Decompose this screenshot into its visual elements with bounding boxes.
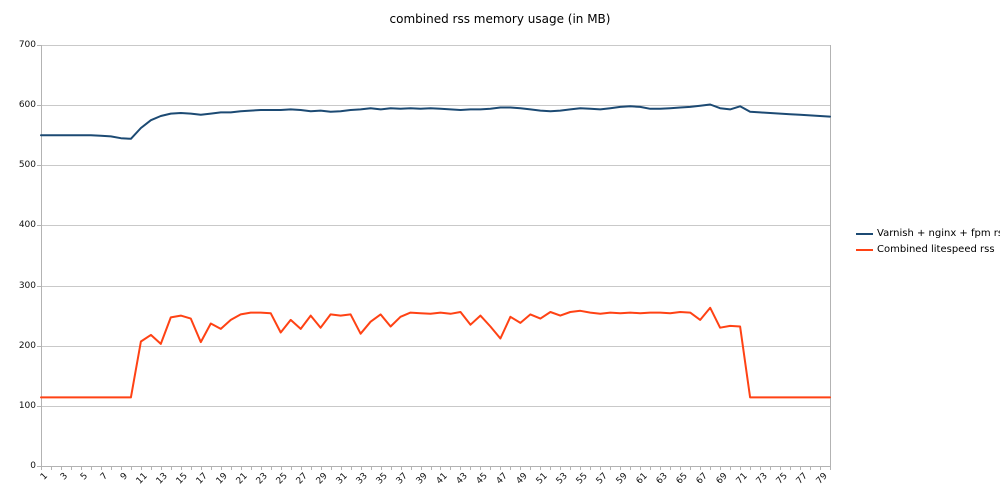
legend-label-litespeed: Combined litespeed rss <box>877 244 995 255</box>
y-axis-label: 100 <box>18 400 36 411</box>
legend: Varnish + nginx + fpm rss Combined lites… <box>856 228 1000 260</box>
y-axis-label: 0 <box>30 461 36 471</box>
chart-title: combined rss memory usage (in MB) <box>389 12 611 26</box>
legend-item-litespeed: Combined litespeed rss <box>856 244 1000 256</box>
y-axis-label: 700 <box>18 40 36 50</box>
y-axis-label: 600 <box>18 100 36 111</box>
y-axis-label: 300 <box>18 280 36 291</box>
legend-item-varnish: Varnish + nginx + fpm rss <box>856 228 1000 240</box>
y-axis-label: 400 <box>18 220 36 231</box>
legend-line-varnish-icon <box>856 233 873 235</box>
legend-line-litespeed-icon <box>856 249 873 251</box>
y-axis-label: 200 <box>18 340 36 351</box>
series-line-varnish <box>40 103 831 140</box>
legend-label-varnish: Varnish + nginx + fpm rss <box>877 228 1000 239</box>
y-axis-label: 500 <box>18 160 36 171</box>
series-line-litespeed <box>40 306 831 399</box>
